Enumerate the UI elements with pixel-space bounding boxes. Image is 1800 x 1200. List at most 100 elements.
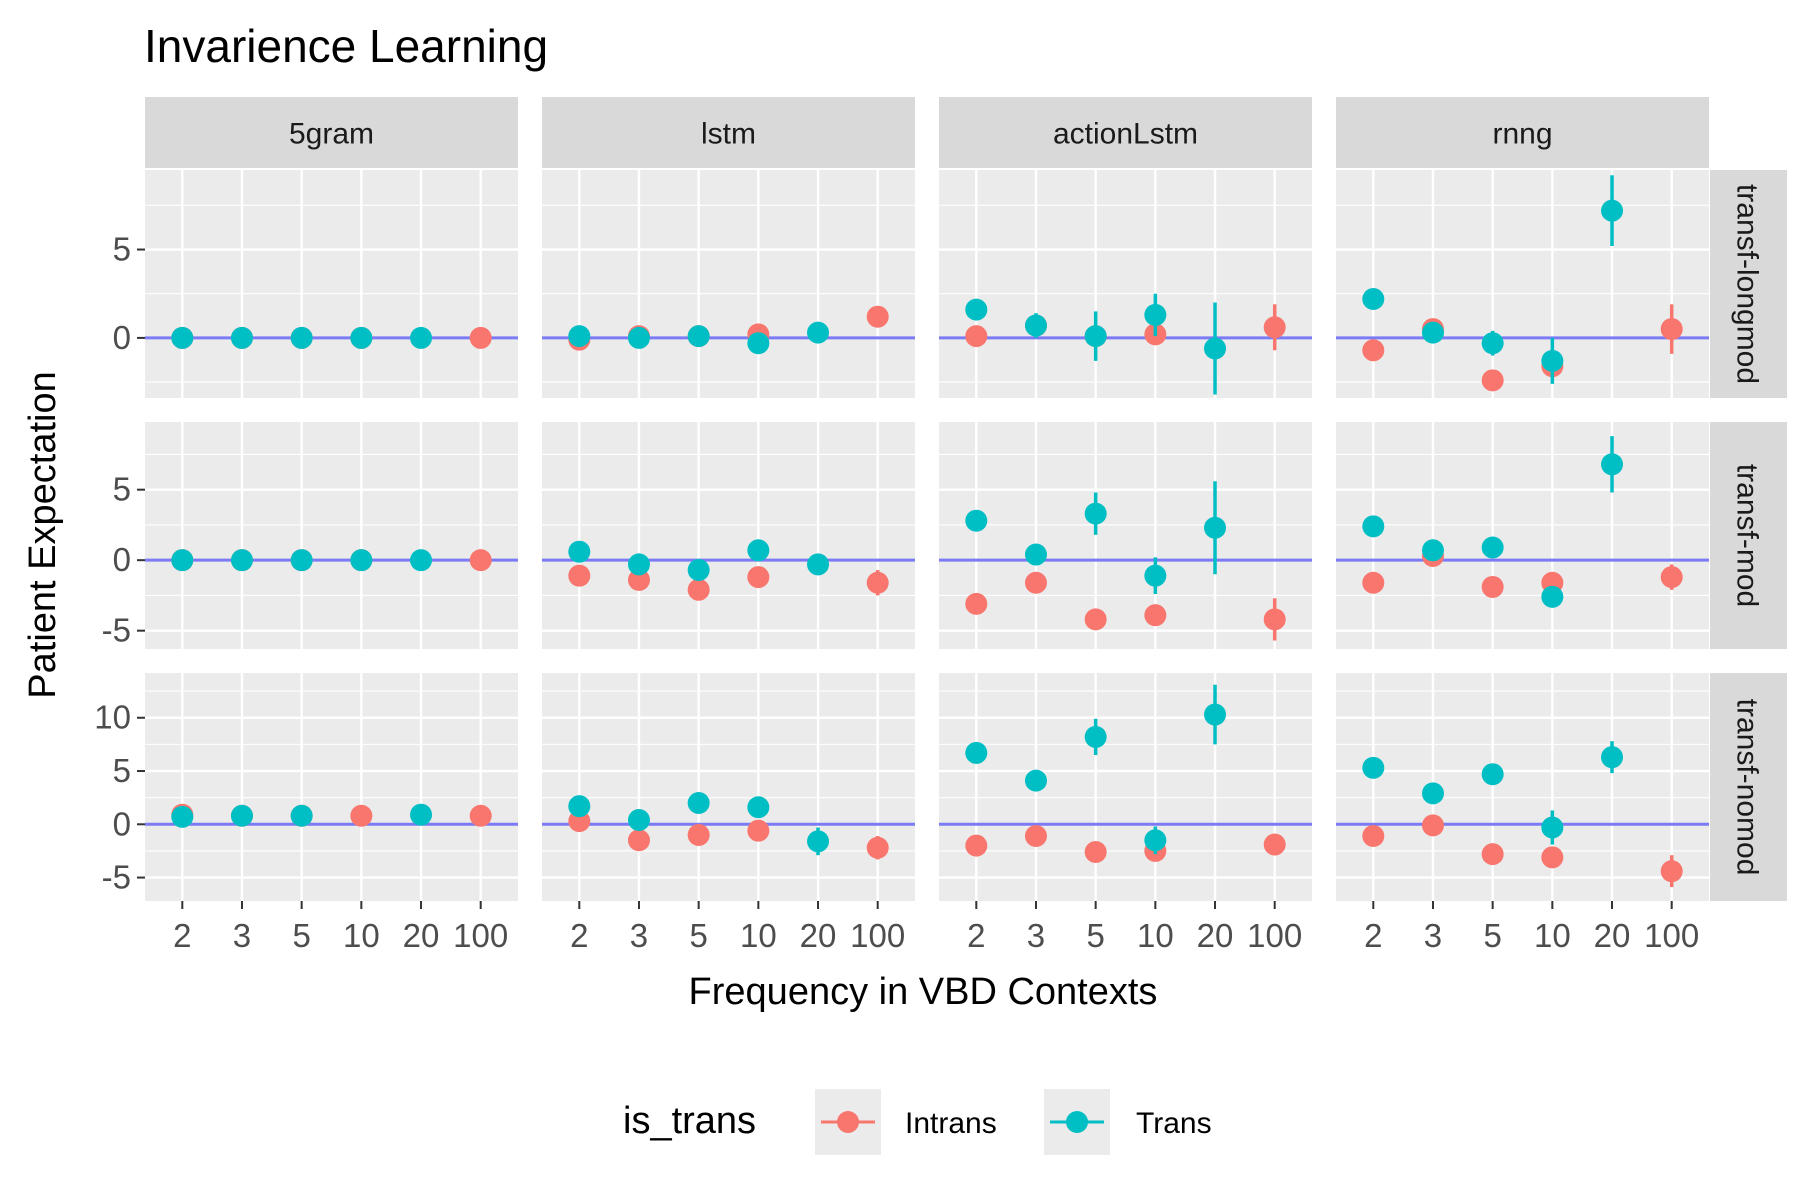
- trans-point: [1421, 321, 1444, 344]
- trans-point: [230, 549, 253, 572]
- legend: is_trans Intrans Trans: [623, 1089, 1212, 1155]
- intrans-point: [350, 804, 373, 827]
- panel-transf-nomod-lstm: [542, 673, 915, 901]
- x-tick-label: 5: [1483, 917, 1501, 954]
- trans-point: [1421, 782, 1444, 805]
- trans-point: [1144, 829, 1167, 852]
- x-tick-label: 10: [740, 917, 777, 954]
- facet-strip-label-transf-longmod: transf-longmod: [1731, 184, 1764, 384]
- x-tick-label: 20: [1594, 917, 1631, 954]
- trans-point: [1024, 314, 1047, 337]
- trans-point: [627, 553, 650, 576]
- intrans-point: [687, 823, 710, 846]
- trans-point: [1541, 816, 1564, 839]
- x-tick-label: 3: [1424, 917, 1442, 954]
- x-tick-label: 10: [1137, 917, 1174, 954]
- x-tick-label: 20: [1197, 917, 1234, 954]
- trans-point: [290, 549, 313, 572]
- panel-background: [542, 422, 915, 649]
- intrans-point: [866, 571, 889, 594]
- intrans-point: [866, 836, 889, 859]
- panel-background: [542, 673, 915, 901]
- trans-point: [807, 553, 830, 576]
- x-axis-title: Frequency in VBD Contexts: [689, 971, 1158, 1013]
- panel-background: [145, 170, 518, 398]
- intrans-point: [747, 566, 770, 589]
- intrans-point: [1263, 833, 1286, 856]
- panel-transf-longmod-actionLstm: [939, 170, 1312, 398]
- trans-point: [965, 298, 988, 321]
- y-tick-label: 0: [113, 319, 131, 356]
- panel-background: [1336, 422, 1709, 649]
- legend-key-point: [837, 1111, 859, 1133]
- trans-point: [1204, 703, 1227, 726]
- y-tick-label: 5: [113, 752, 131, 789]
- legend-key-point: [1066, 1111, 1088, 1133]
- intrans-point: [687, 578, 710, 601]
- facet-strip-rnng: [1336, 97, 1709, 168]
- x-tick-label: 3: [233, 917, 251, 954]
- trans-point: [1481, 332, 1504, 355]
- intrans-point: [1024, 571, 1047, 594]
- panel-transf-longmod-lstm: [542, 170, 915, 398]
- trans-point: [410, 803, 433, 826]
- intrans-point: [469, 804, 492, 827]
- intrans-point: [1660, 566, 1683, 589]
- intrans-point: [627, 829, 650, 852]
- trans-point: [1084, 325, 1107, 348]
- y-tick-label: -5: [102, 612, 131, 649]
- facet-panels: 5gram lstm actionLstm rnng transf-longmod tra…: [94, 97, 1787, 954]
- points-transf-mod-rnng: [1362, 436, 1683, 608]
- intrans-point: [1362, 339, 1385, 362]
- trans-point: [1601, 453, 1624, 476]
- trans-point: [1481, 763, 1504, 786]
- x-tick-label: 2: [173, 917, 191, 954]
- intrans-point: [965, 592, 988, 615]
- x-tick-label: 100: [1247, 917, 1302, 954]
- facet-strip-label-actionLstm: actionLstm: [1053, 118, 1198, 151]
- trans-point: [1144, 303, 1167, 326]
- intrans-point: [747, 819, 770, 842]
- panel-background: [1336, 673, 1709, 901]
- points-transf-longmod-lstm: [568, 305, 889, 355]
- intrans-point: [1660, 318, 1683, 341]
- trans-point: [747, 796, 770, 819]
- points-transf-longmod-rnng: [1362, 175, 1683, 392]
- panel-background: [145, 673, 518, 901]
- x-tick-label: 100: [453, 917, 508, 954]
- facet-strip-label-transf-nomod: transf-nomod: [1731, 699, 1764, 876]
- trans-point: [1362, 515, 1385, 538]
- intrans-point: [965, 834, 988, 857]
- intrans-point: [1481, 843, 1504, 866]
- trans-point: [350, 326, 373, 349]
- x-tick-label: 2: [570, 917, 588, 954]
- panel-background: [939, 422, 1312, 649]
- intrans-point: [1084, 608, 1107, 631]
- trans-point: [1204, 337, 1227, 360]
- intrans-point: [866, 305, 889, 328]
- trans-point: [230, 804, 253, 827]
- trans-point: [171, 805, 194, 828]
- intrans-point: [469, 326, 492, 349]
- trans-point: [807, 830, 830, 853]
- facet-strip-label-transf-mod: transf-mod: [1731, 464, 1764, 607]
- intrans-point: [1362, 571, 1385, 594]
- intrans-point: [1660, 860, 1683, 883]
- panel-transf-mod-rnng: [1336, 422, 1709, 649]
- facet-strip-label-lstm: lstm: [701, 118, 756, 151]
- legend-item-intrans: Intrans: [815, 1089, 997, 1155]
- x-tick-label: 5: [292, 917, 310, 954]
- intrans-point: [1481, 369, 1504, 392]
- legend-title: is_trans: [623, 1100, 756, 1142]
- trans-point: [1601, 199, 1624, 222]
- panel-transf-mod-5gram: [145, 422, 518, 649]
- trans-point: [1421, 539, 1444, 562]
- trans-point: [171, 549, 194, 572]
- panel-background: [939, 170, 1312, 398]
- intrans-point: [1263, 316, 1286, 339]
- points-transf-mod-lstm: [568, 539, 889, 601]
- panel-background: [1336, 170, 1709, 398]
- trans-point: [230, 326, 253, 349]
- trans-point: [1084, 725, 1107, 748]
